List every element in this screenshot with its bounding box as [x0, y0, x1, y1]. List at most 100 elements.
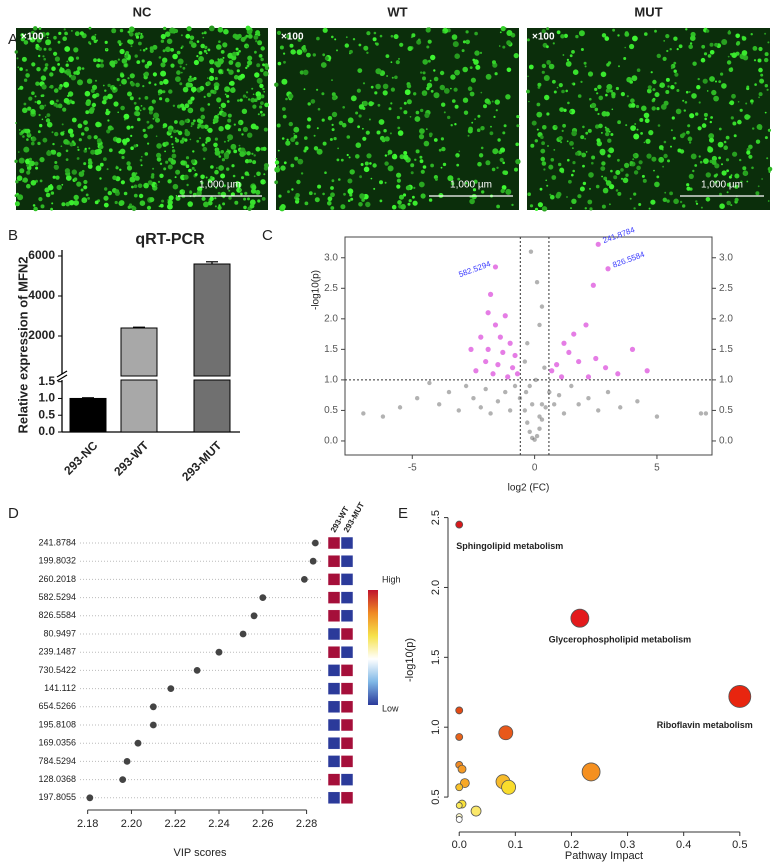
- cell: [173, 129, 177, 134]
- x-tick-label: 293-WT: [111, 438, 152, 479]
- cell: [551, 175, 557, 180]
- cell: [567, 101, 570, 105]
- cell: [89, 42, 92, 45]
- cell: [117, 58, 120, 61]
- cell: [28, 157, 32, 161]
- cell: [241, 108, 248, 115]
- y-tick-label: 169.0356: [38, 738, 76, 748]
- cell: [251, 152, 254, 155]
- cell: [106, 129, 111, 134]
- cell: [502, 161, 506, 165]
- cell: [54, 161, 58, 164]
- cell: [675, 108, 682, 115]
- cell: [35, 43, 39, 48]
- cell: [220, 150, 225, 154]
- cell: [57, 63, 60, 66]
- cell: [330, 186, 334, 190]
- cell: [406, 84, 412, 89]
- cell: [257, 113, 260, 116]
- cell: [375, 42, 379, 46]
- cell: [62, 36, 67, 41]
- cell: [662, 56, 667, 62]
- cell: [162, 90, 166, 94]
- point: [585, 374, 592, 380]
- bubble: [455, 733, 464, 741]
- cell: [17, 88, 20, 90]
- cell: [118, 43, 122, 46]
- cell: [569, 108, 576, 115]
- cell: [120, 180, 125, 185]
- cell: [357, 68, 363, 73]
- cell: [277, 149, 280, 152]
- cell: [676, 48, 679, 51]
- cell: [66, 70, 72, 76]
- cell: [203, 31, 207, 35]
- cell: [366, 153, 372, 159]
- cell: [321, 92, 325, 96]
- cell: [537, 202, 544, 208]
- cell: [160, 33, 166, 40]
- cell: [239, 98, 243, 102]
- bar: [193, 379, 231, 433]
- cell: [462, 40, 466, 44]
- cell: [317, 107, 321, 111]
- cell: [159, 97, 163, 101]
- cell: [45, 192, 51, 198]
- cell: [312, 53, 316, 57]
- dot: [149, 703, 157, 711]
- cell: [556, 86, 559, 89]
- cell: [644, 32, 648, 36]
- heatmap-cell: [340, 755, 354, 768]
- cell: [158, 92, 161, 96]
- cell: [164, 141, 169, 146]
- cell: [734, 184, 739, 189]
- cell: [142, 85, 145, 88]
- cell: [313, 192, 317, 195]
- cell: [193, 59, 199, 66]
- cell: [690, 35, 696, 41]
- cell: [704, 117, 707, 121]
- cell: [721, 163, 723, 166]
- cell: [659, 82, 665, 88]
- cell: [207, 77, 209, 79]
- cell: [536, 128, 539, 131]
- cell: [226, 100, 230, 103]
- image-title: NC: [133, 4, 152, 19]
- point: [488, 411, 493, 416]
- cell: [370, 85, 374, 89]
- cell: [474, 50, 480, 56]
- cell: [201, 32, 204, 35]
- cell: [170, 135, 173, 139]
- cell: [233, 149, 238, 154]
- cell: [79, 31, 84, 36]
- cell: [355, 154, 360, 159]
- heatmap-cell: [340, 573, 354, 586]
- cell: [415, 149, 420, 154]
- point: [529, 435, 535, 441]
- cell: [400, 204, 406, 210]
- cell: [632, 153, 637, 158]
- cell: [453, 87, 458, 92]
- cell: [483, 104, 487, 109]
- cell: [331, 79, 333, 81]
- cell: [148, 105, 154, 112]
- point: [539, 304, 545, 309]
- cell: [406, 99, 412, 105]
- cell: [163, 167, 167, 171]
- cell: [552, 42, 555, 45]
- cell: [234, 200, 239, 205]
- cell: [88, 108, 95, 114]
- x-tick-label: 0: [532, 463, 538, 474]
- cell: [71, 100, 75, 105]
- cell: [135, 82, 140, 88]
- cell: [134, 105, 140, 111]
- cell: [277, 165, 280, 168]
- cell: [233, 74, 239, 80]
- cell: [145, 47, 148, 50]
- cell: [38, 54, 41, 58]
- cell: [477, 114, 481, 118]
- cell: [467, 184, 470, 187]
- cell: [196, 40, 200, 43]
- cell: [234, 34, 241, 40]
- cell: [105, 110, 110, 116]
